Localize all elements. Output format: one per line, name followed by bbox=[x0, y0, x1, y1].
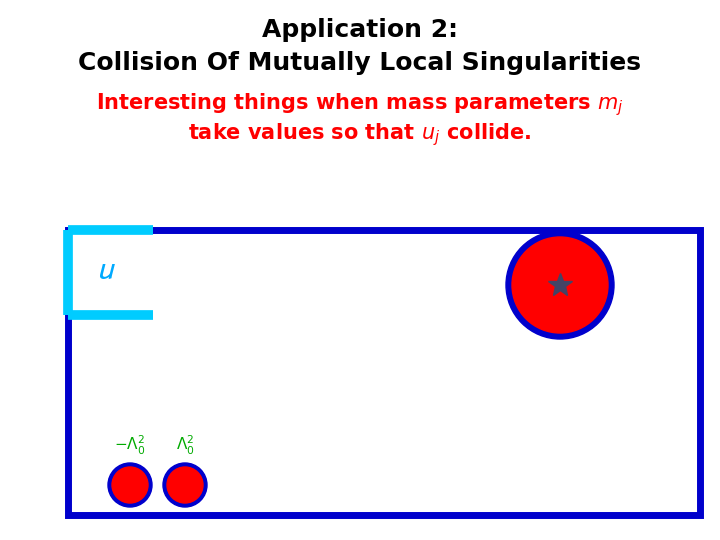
Circle shape bbox=[167, 467, 203, 503]
Text: $\mathcal{u}$: $\mathcal{u}$ bbox=[96, 254, 116, 286]
Circle shape bbox=[108, 463, 152, 507]
Text: $\Lambda_0^2$: $\Lambda_0^2$ bbox=[176, 434, 194, 457]
Text: $-\Lambda_0^2$: $-\Lambda_0^2$ bbox=[114, 434, 145, 457]
Text: Collision Of Mutually Local Singularities: Collision Of Mutually Local Singularitie… bbox=[78, 51, 642, 75]
Circle shape bbox=[163, 463, 207, 507]
Text: Application 2:: Application 2: bbox=[262, 18, 458, 42]
Circle shape bbox=[512, 237, 608, 333]
Circle shape bbox=[112, 467, 148, 503]
Text: Interesting things when mass parameters $m_j$: Interesting things when mass parameters … bbox=[96, 92, 624, 118]
Circle shape bbox=[506, 231, 614, 339]
Text: take values so that $u_j$ collide.: take values so that $u_j$ collide. bbox=[189, 122, 531, 148]
Bar bbox=[68, 230, 700, 515]
